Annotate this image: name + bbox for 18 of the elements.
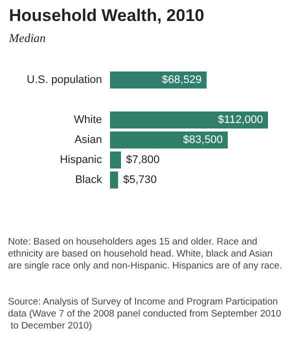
source-note: Source: Analysis of Survey of Income and Program Participation data (Wave 7 of the 2008 panel conducted from September 2010 to December 2010) bbox=[8, 296, 282, 332]
data-label: $83,500 bbox=[183, 134, 223, 146]
bar bbox=[110, 172, 118, 188]
y-tick-label: Asian bbox=[74, 134, 102, 146]
data-label: $7,800 bbox=[126, 154, 160, 166]
data-label: $5,730 bbox=[123, 174, 157, 186]
y-tick-label: White bbox=[74, 114, 102, 126]
bar bbox=[110, 112, 268, 128]
y-tick-label: Hispanic bbox=[60, 154, 102, 166]
y-tick-label: U.S. population bbox=[26, 74, 102, 86]
data-label: $112,000 bbox=[218, 114, 263, 126]
bar bbox=[110, 152, 122, 168]
text: Note: Based on householders ages 15 and older. Race and ethnicity are based on household head. White, black and Asian are single race only and non-Hispanic. Hispanics are of any race. bbox=[8, 236, 282, 272]
data-label: $68,529 bbox=[162, 74, 202, 86]
y-tick-label: Black bbox=[75, 174, 102, 186]
bar bbox=[110, 132, 228, 148]
chart-title: Household Wealth, 2010 bbox=[9, 6, 204, 25]
chart-subtitle: Median bbox=[8, 31, 46, 45]
